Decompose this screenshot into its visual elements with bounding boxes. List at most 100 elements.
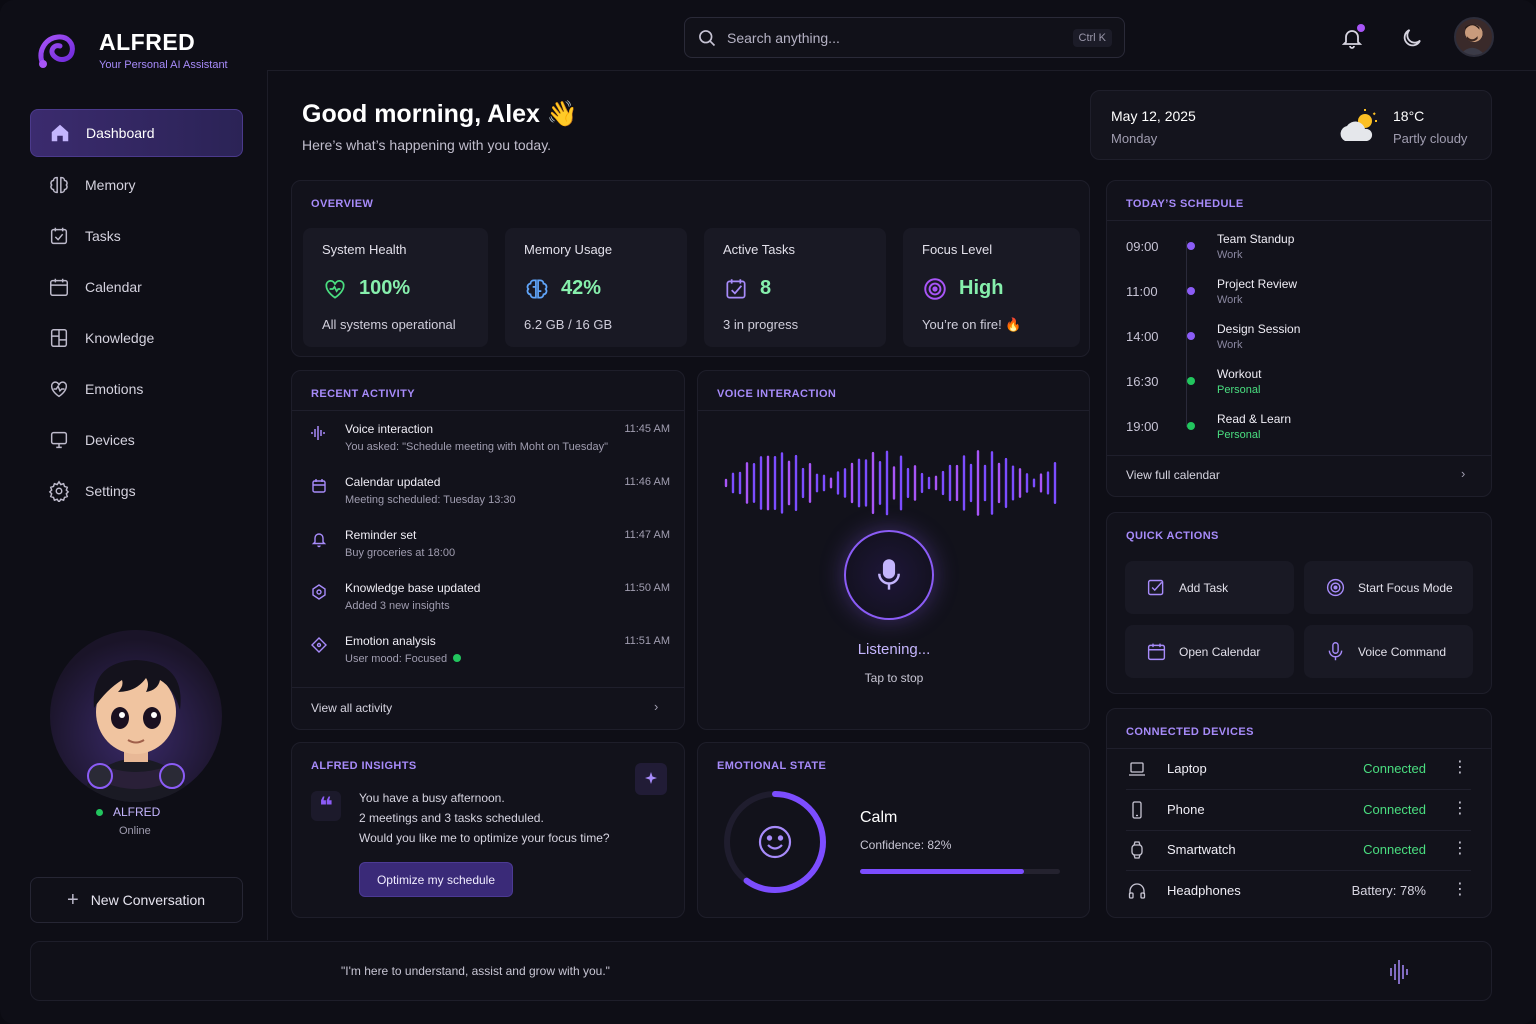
weather-day: Monday — [1111, 131, 1158, 146]
voice-hint: Tap to stop — [864, 671, 924, 685]
quick-action-label: Add Task — [1179, 580, 1229, 595]
headphones-icon — [1128, 883, 1146, 899]
schedule-item[interactable]: 16:30 Workout Personal — [1126, 367, 1486, 407]
view-all-activity-link[interactable]: View all activity — [311, 701, 393, 715]
phone-icon — [1132, 801, 1142, 819]
user-avatar[interactable] — [1454, 17, 1494, 57]
insight-line: Would you like me to optimize your focus… — [359, 831, 610, 845]
divider — [292, 687, 684, 688]
activity-item[interactable]: Voice interaction You asked: "Schedule m… — [310, 422, 670, 472]
sparkle-button[interactable] — [635, 763, 667, 795]
target-icon — [1326, 578, 1345, 597]
sidebar-item-dashboard[interactable]: Dashboard — [30, 109, 243, 157]
sidebar-item-knowledge[interactable]: Knowledge — [30, 314, 243, 362]
divider — [698, 410, 1089, 411]
more-vertical-icon[interactable]: ⋮ — [1452, 840, 1468, 857]
stat-focus-level[interactable]: Focus Level High You’re on fire! 🔥 — [903, 228, 1080, 347]
sidebar-item-calendar[interactable]: Calendar — [30, 263, 243, 311]
connected-devices-card: CONNECTED DEVICES Laptop Connected ⋮ Pho… — [1106, 708, 1492, 918]
search-bar[interactable]: Ctrl K — [684, 17, 1125, 58]
stat-sub: All systems operational — [322, 317, 456, 332]
schedule-timeline — [1186, 241, 1187, 427]
moon-icon[interactable] — [1400, 26, 1424, 50]
chevron-right-icon[interactable]: › — [1461, 466, 1466, 481]
schedule-item[interactable]: 11:00 Project Review Work — [1126, 277, 1486, 317]
activity-desc: User mood: Focused — [345, 653, 462, 665]
activity-time: 11:45 AM — [624, 423, 670, 435]
optimize-schedule-button[interactable]: Optimize my schedule — [359, 862, 513, 897]
activity-desc: Meeting scheduled: Tuesday 13:30 — [345, 494, 516, 506]
schedule-item[interactable]: 09:00 Team Standup Work — [1126, 232, 1486, 272]
activity-item[interactable]: Knowledge base updated Added 3 new insig… — [310, 581, 670, 631]
activity-item[interactable]: Emotion analysis User mood: Focused 11:5… — [310, 634, 670, 684]
emotion-icon — [311, 637, 327, 653]
schedule-dot — [1187, 377, 1195, 385]
view-full-calendar-link[interactable]: View full calendar — [1126, 468, 1220, 482]
open-calendar-button[interactable]: Open Calendar — [1125, 625, 1294, 678]
sidebar-item-devices[interactable]: Devices — [30, 416, 243, 464]
calendar-icon — [1147, 643, 1166, 661]
online-status-dot — [96, 808, 103, 816]
weather-card: May 12, 2025 Monday 18°C Partly cloudy — [1090, 90, 1492, 160]
task-check-icon — [726, 279, 746, 299]
stat-active-tasks[interactable]: Active Tasks 8 3 in progress — [704, 228, 886, 347]
stat-value: 8 — [760, 277, 772, 299]
stat-system-health[interactable]: System Health 100% All systems operation… — [303, 228, 488, 347]
search-input[interactable] — [727, 29, 1073, 46]
chevron-right-icon[interactable]: › — [654, 699, 659, 714]
schedule-time: 16:30 — [1126, 374, 1159, 389]
more-vertical-icon[interactable]: ⋮ — [1452, 800, 1468, 817]
book-icon — [50, 329, 68, 347]
footer-quote: "I'm here to understand, assist and grow… — [341, 964, 610, 978]
device-row-smartwatch[interactable]: Smartwatch Connected ⋮ — [1126, 830, 1471, 870]
activity-title: Reminder set — [345, 528, 417, 542]
weather-temperature: 18°C — [1393, 108, 1425, 124]
device-row-laptop[interactable]: Laptop Connected ⋮ — [1126, 749, 1471, 789]
sidebar-item-settings[interactable]: Settings — [30, 467, 243, 515]
schedule-title: TODAY’S SCHEDULE — [1126, 198, 1244, 210]
insights-title: ALFRED INSIGHTS — [311, 760, 417, 772]
gear-icon — [48, 480, 70, 502]
stat-value: 42% — [561, 277, 602, 299]
sidebar-item-memory[interactable]: Memory — [30, 161, 243, 209]
activity-time: 11:46 AM — [624, 476, 670, 488]
device-row-phone[interactable]: Phone Connected ⋮ — [1126, 790, 1471, 830]
new-conversation-button[interactable]: + New Conversation — [30, 877, 243, 923]
stat-label: System Health — [322, 242, 407, 257]
quick-actions-title: QUICK ACTIONS — [1126, 530, 1219, 542]
recent-activity-title: RECENT ACTIVITY — [311, 388, 415, 400]
more-vertical-icon[interactable]: ⋮ — [1452, 759, 1468, 776]
voice-command-button[interactable]: Voice Command — [1304, 625, 1473, 678]
schedule-category: Work — [1217, 339, 1243, 351]
stat-memory-usage[interactable]: Memory Usage 42% 6.2 GB / 16 GB — [505, 228, 687, 347]
divider — [1107, 748, 1491, 749]
emotional-state-title: EMOTIONAL STATE — [717, 760, 827, 772]
activity-item[interactable]: Reminder set Buy groceries at 18:00 11:4… — [310, 528, 670, 578]
schedule-item[interactable]: 14:00 Design Session Work — [1126, 322, 1486, 362]
device-row-headphones[interactable]: Headphones Battery: 78% ⋮ — [1126, 871, 1471, 911]
schedule-name: Project Review — [1217, 277, 1298, 291]
schedule-item[interactable]: 19:00 Read & Learn Personal — [1126, 412, 1486, 452]
page-title: Good morning, Alex 👋 — [302, 100, 579, 128]
add-task-button[interactable]: Add Task — [1125, 561, 1294, 614]
sidebar-item-tasks[interactable]: Tasks — [30, 212, 243, 260]
sidebar-item-emotions[interactable]: Emotions — [30, 365, 243, 413]
stat-value: High — [959, 277, 1004, 299]
start-focus-mode-button[interactable]: Start Focus Mode — [1304, 561, 1473, 614]
more-vertical-icon[interactable]: ⋮ — [1452, 881, 1468, 898]
quick-actions-card: QUICK ACTIONS Add Task Start Focus Mode … — [1106, 512, 1492, 694]
quote-icon: ❝ — [311, 791, 341, 821]
activity-desc: You asked: "Schedule meeting with Moht o… — [345, 441, 609, 453]
schedule-category: Work — [1217, 249, 1243, 261]
stat-value: 100% — [359, 277, 411, 299]
quick-action-label: Voice Command — [1358, 644, 1447, 659]
microphone-button[interactable] — [844, 530, 934, 620]
partly-cloudy-icon — [1340, 109, 1377, 141]
device-status: Battery: 78% — [1351, 883, 1426, 898]
activity-item[interactable]: Calendar updated Meeting scheduled: Tues… — [310, 475, 670, 525]
emotion-confidence-bar — [860, 869, 1060, 874]
watch-icon — [1131, 841, 1143, 859]
bell-icon[interactable] — [1340, 26, 1364, 50]
schedule-time: 11:00 — [1126, 284, 1158, 299]
new-conversation-label: New Conversation — [90, 892, 206, 908]
